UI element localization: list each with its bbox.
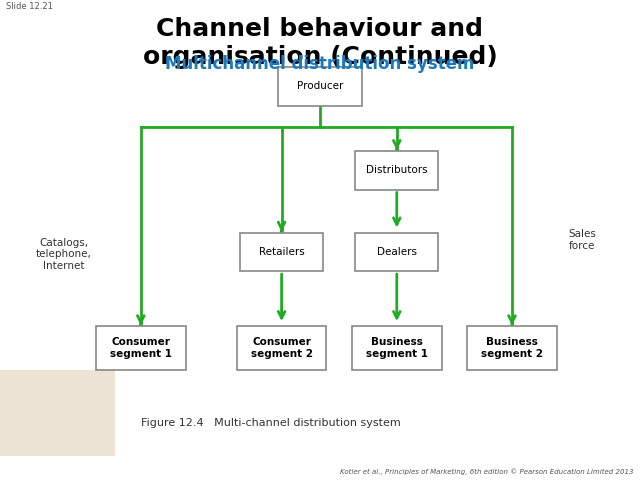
Text: Business
segment 2: Business segment 2 (481, 337, 543, 359)
FancyBboxPatch shape (355, 151, 438, 190)
FancyBboxPatch shape (278, 67, 362, 106)
Text: Multichannel distribution system: Multichannel distribution system (165, 55, 475, 73)
Text: Dealers: Dealers (377, 247, 417, 257)
Bar (0, 370, 115, 456)
Text: Retailers: Retailers (259, 247, 305, 257)
Text: Distributors: Distributors (366, 166, 428, 175)
FancyBboxPatch shape (237, 326, 326, 370)
Text: Consumer
segment 1: Consumer segment 1 (110, 337, 172, 359)
Text: Consumer
segment 2: Consumer segment 2 (251, 337, 312, 359)
Text: Catalogs,
telephone,
Internet: Catalogs, telephone, Internet (36, 238, 92, 271)
FancyBboxPatch shape (352, 326, 442, 370)
Text: Producer: Producer (297, 82, 343, 91)
Text: Channel behaviour and
organisation (Continued): Channel behaviour and organisation (Cont… (143, 17, 497, 69)
Text: Figure 12.4   Multi-channel distribution system: Figure 12.4 Multi-channel distribution s… (141, 418, 401, 428)
Text: Kotler et al., Principles of Marketing, 6th edition © Pearson Education Limited : Kotler et al., Principles of Marketing, … (340, 468, 634, 475)
Text: Sales
force: Sales force (568, 229, 596, 251)
FancyBboxPatch shape (240, 233, 323, 271)
FancyBboxPatch shape (96, 326, 186, 370)
Text: Slide 12.21: Slide 12.21 (6, 2, 53, 12)
FancyBboxPatch shape (355, 233, 438, 271)
FancyBboxPatch shape (467, 326, 557, 370)
Text: Business
segment 1: Business segment 1 (366, 337, 428, 359)
